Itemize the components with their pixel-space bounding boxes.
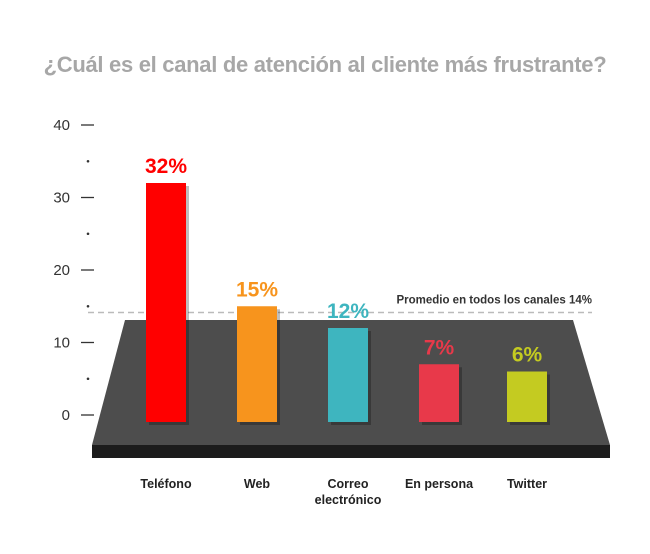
y-tick-label: 0 — [62, 407, 70, 424]
y-minor-tick — [86, 377, 90, 381]
chart-title: ¿Cuál es el canal de atención al cliente… — [43, 52, 607, 77]
category-label: Teléfono — [140, 477, 192, 491]
category-label-line: Web — [244, 477, 271, 491]
category-labels: Teléfono Web Correo electrónico En persona Tw… — [140, 477, 547, 507]
category-label: Correo electrónico — [315, 477, 382, 507]
category-label: En persona — [405, 477, 474, 491]
bar-value-label: 6% — [512, 344, 543, 367]
category-label-line: Correo — [328, 477, 369, 491]
bar-value-label: 15% — [236, 278, 278, 301]
bar — [419, 364, 459, 422]
y-tick-label: 30 — [53, 190, 70, 207]
y-minor-tick — [86, 232, 90, 236]
bar — [237, 306, 277, 422]
bar — [146, 183, 186, 422]
category-label-line: Teléfono — [140, 477, 192, 491]
y-tick-label: 40 — [53, 117, 70, 134]
y-minor-tick — [86, 159, 90, 163]
category-label-line: Twitter — [507, 477, 547, 491]
y-axis: 0 10 20 30 40 — [53, 117, 94, 424]
floor-edge — [92, 445, 610, 458]
bar-value-label: 32% — [145, 155, 187, 178]
bar — [328, 328, 368, 422]
average-label: Promedio en todos los canales 14% — [396, 295, 592, 307]
bar-value-label: 12% — [327, 300, 369, 323]
y-tick-label: 10 — [53, 335, 70, 352]
category-label: Twitter — [507, 477, 547, 491]
category-label-line: En persona — [405, 477, 474, 491]
category-label: Web — [244, 477, 271, 491]
y-minor-tick — [86, 304, 90, 308]
bars: 32% 15% 12% 7% 6% — [145, 155, 550, 425]
bar — [507, 371, 547, 422]
bar-value-label: 7% — [424, 336, 455, 359]
category-label-line: electrónico — [315, 493, 382, 507]
y-tick-label: 20 — [53, 262, 70, 279]
